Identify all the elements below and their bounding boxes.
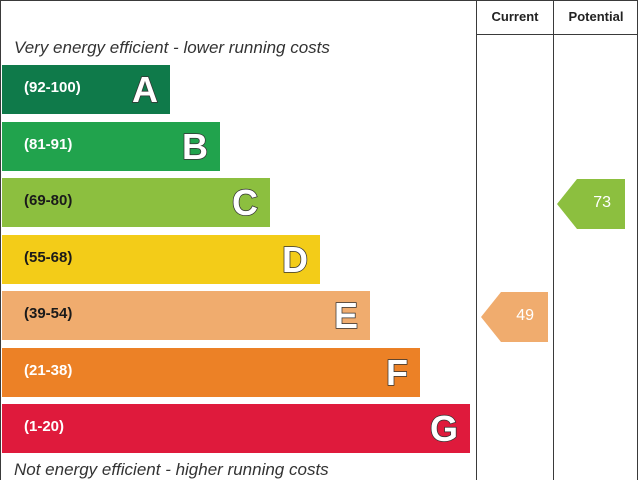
top-caption: Very energy efficient - lower running co… <box>14 38 330 57</box>
band-e-range: (39-54) <box>24 305 73 322</box>
potential-rating-value: 73 <box>593 194 611 211</box>
current-column-divider <box>476 0 477 480</box>
band-g-range: (1-20) <box>24 418 65 435</box>
band-d-range: (55-68) <box>24 248 73 266</box>
band-f-range: (21-38) <box>24 361 73 379</box>
band-d: (55-68) D <box>2 234 320 284</box>
band-a-range: (92-100) <box>24 79 81 96</box>
band-c-letter: C <box>231 181 259 224</box>
band-f-letter: F <box>385 351 409 394</box>
band-b: (81-91) B <box>2 121 220 171</box>
band-d-letter: D <box>281 238 309 281</box>
band-c: (69-80) C <box>2 178 270 227</box>
potential-column-divider <box>553 0 554 480</box>
current-rating-value: 49 <box>516 307 534 324</box>
band-g: (1-20) G <box>2 404 470 453</box>
current-column-header: Current <box>491 9 539 24</box>
potential-column-header: Potential <box>568 9 624 24</box>
band-a: (92-100) A <box>2 65 170 114</box>
band-b-range: (81-91) <box>24 135 73 153</box>
band-a-letter: A <box>131 68 159 111</box>
band-c-range: (69-80) <box>24 192 73 209</box>
band-g-letter: G <box>429 407 459 450</box>
bottom-caption: Not energy efficient - higher running co… <box>14 460 329 479</box>
band-e: (39-54) E <box>2 291 370 340</box>
band-e-letter: E <box>333 294 359 337</box>
header-rule <box>476 34 638 35</box>
band-f: (21-38) F <box>2 347 420 397</box>
band-b-letter: B <box>181 125 209 168</box>
